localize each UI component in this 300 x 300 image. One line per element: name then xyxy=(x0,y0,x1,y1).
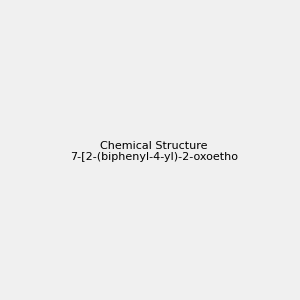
Text: Chemical Structure
7-[2-(biphenyl-4-yl)-2-oxoetho: Chemical Structure 7-[2-(biphenyl-4-yl)-… xyxy=(70,141,238,162)
